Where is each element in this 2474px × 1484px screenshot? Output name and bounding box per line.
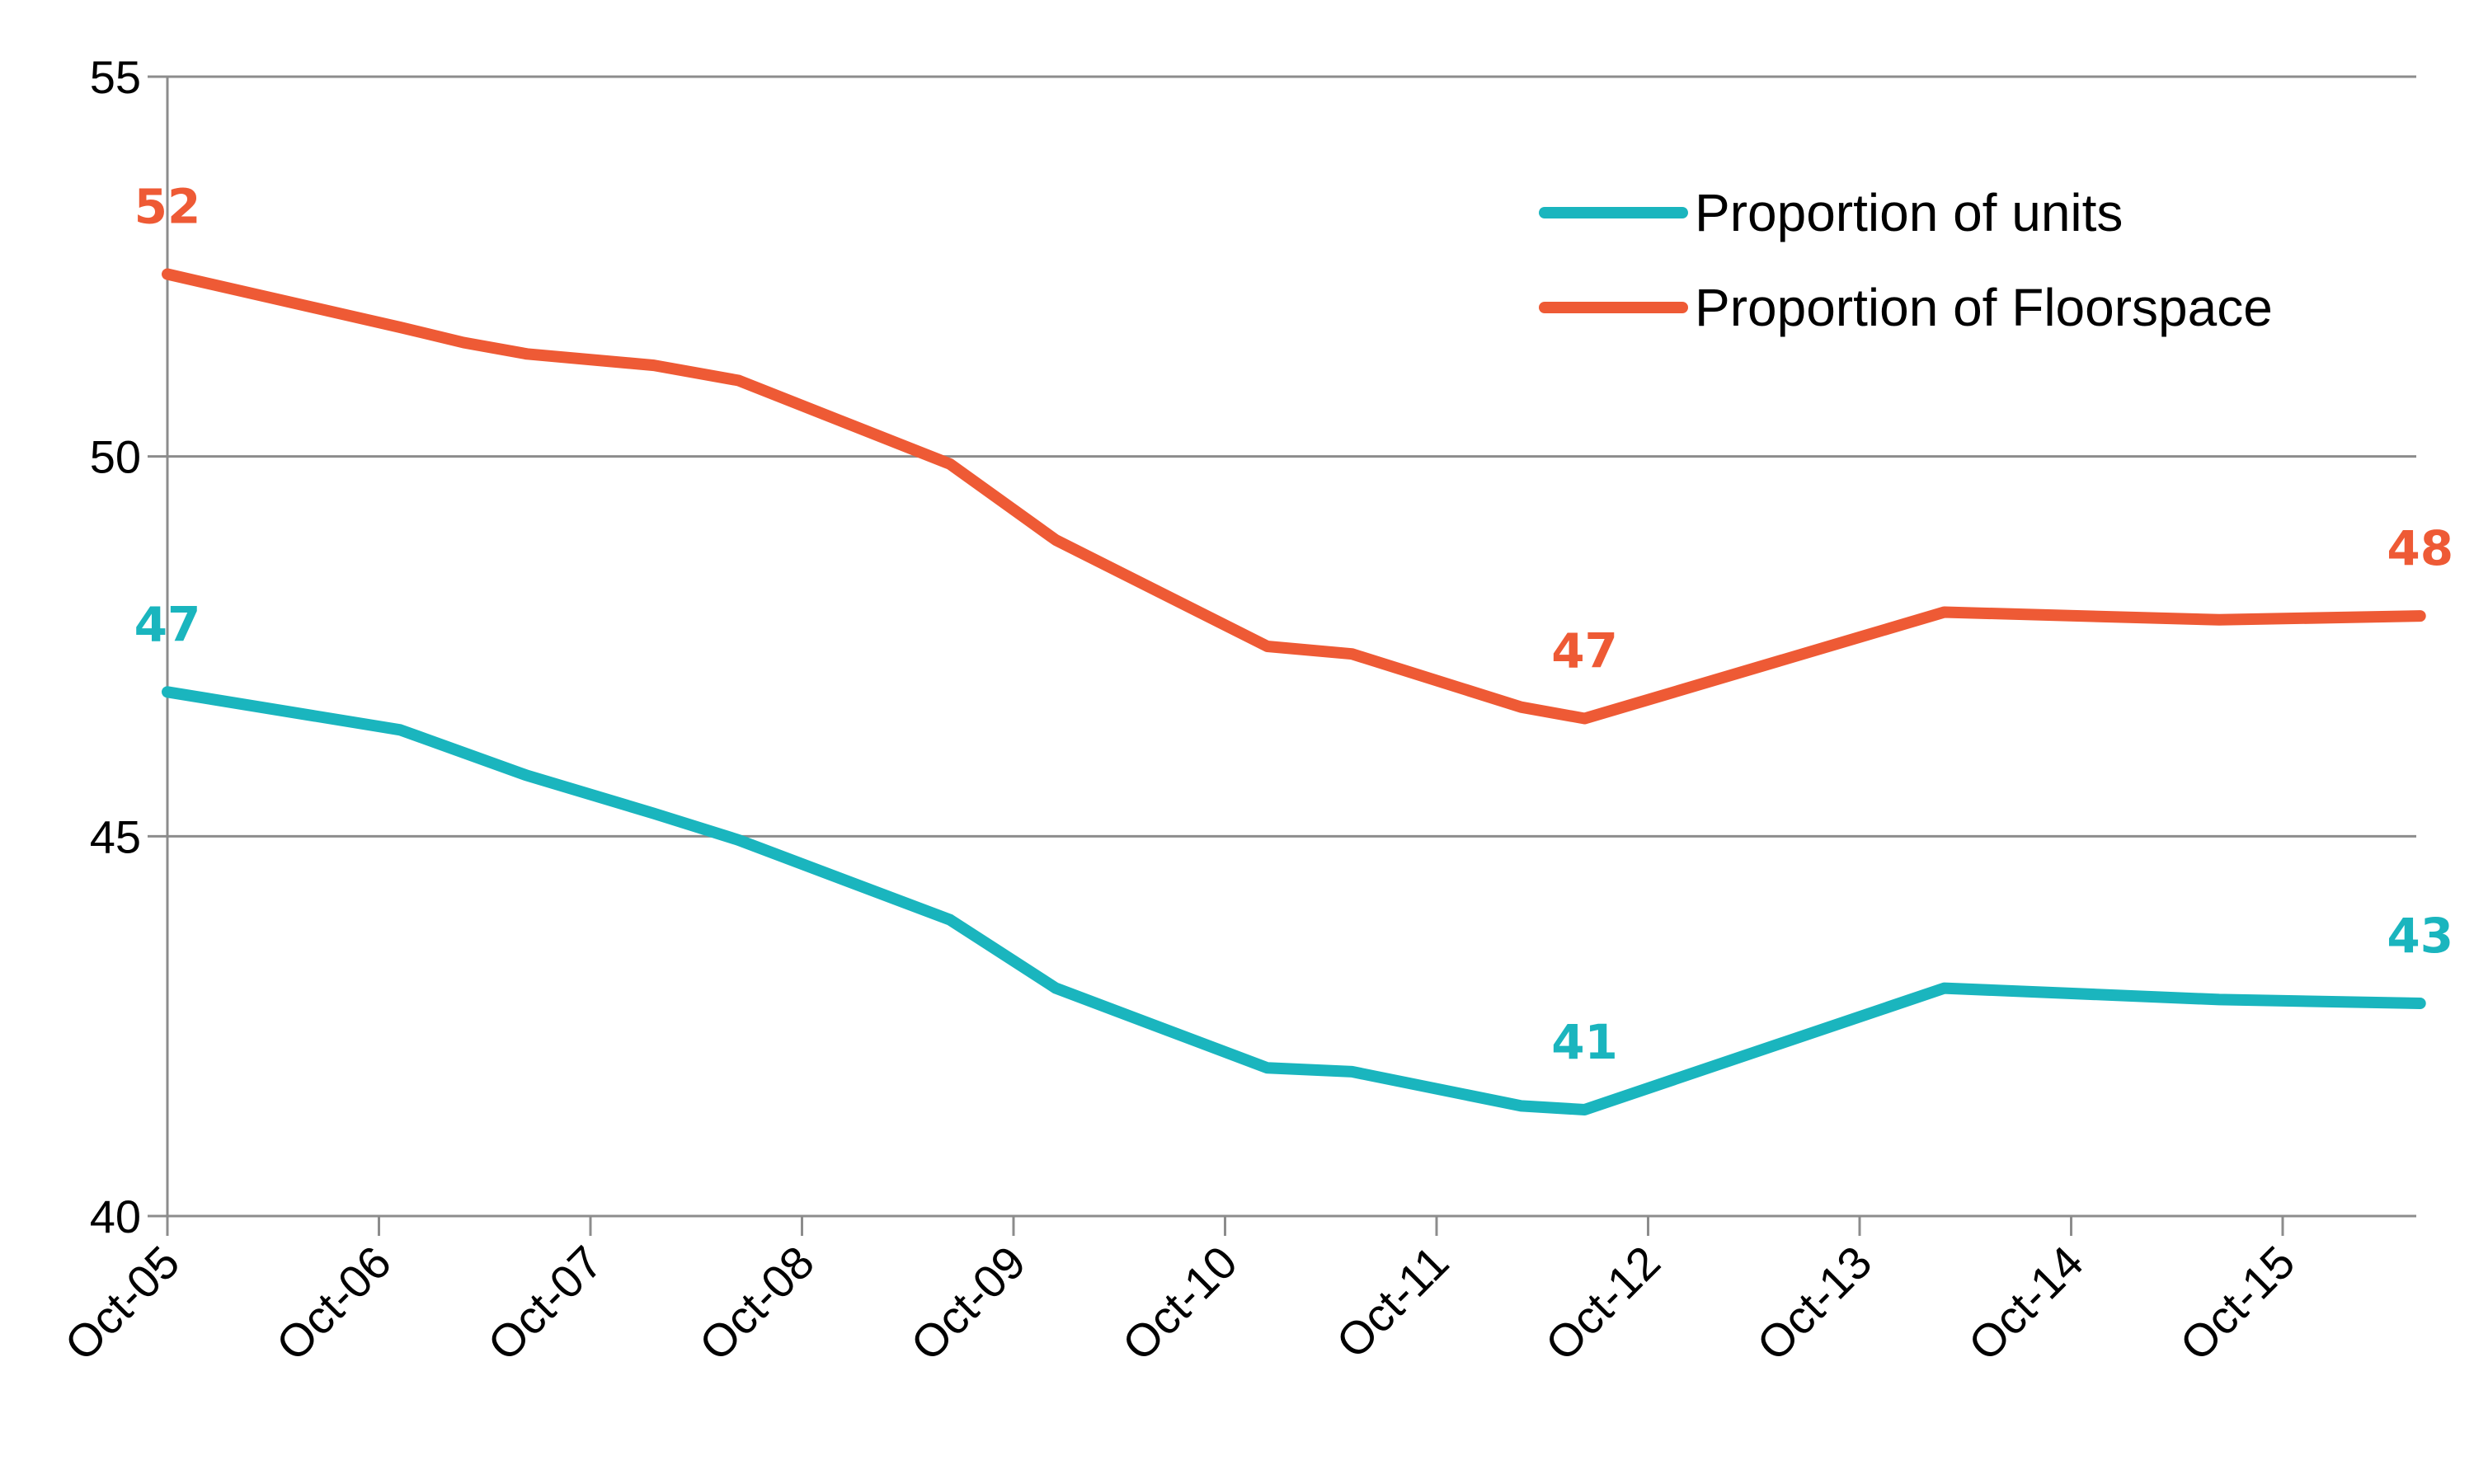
x-tick-label: Oct-10	[1112, 1236, 1247, 1370]
data-label: 47	[134, 596, 201, 652]
data-labels: 47 41 43 52 47 48	[134, 179, 2453, 1070]
data-label: 41	[1551, 1014, 1618, 1070]
series-lines	[162, 268, 2426, 1115]
series-line-0	[162, 686, 2426, 1115]
x-tick-label: Oct-12	[1536, 1236, 1670, 1370]
y-tick-label: 50	[90, 431, 141, 483]
x-tick-label: Oct-15	[2170, 1236, 2304, 1370]
data-label: 52	[134, 179, 201, 235]
series-line-1	[162, 268, 2426, 725]
data-label: 47	[1551, 623, 1618, 679]
legend: Proportion of units Proportion of Floorsp…	[1539, 183, 2273, 337]
data-label: 43	[2387, 908, 2453, 964]
x-tick-label: Oct-05	[54, 1236, 189, 1370]
x-tick-label: Oct-13	[1747, 1236, 1881, 1370]
x-tick-label: Oct-09	[901, 1236, 1035, 1370]
axes	[166, 77, 2416, 1236]
y-tick-label: 40	[90, 1190, 141, 1242]
legend-label: Proportion of units	[1695, 183, 2123, 242]
x-tick-label: Oct-11	[1326, 1236, 1458, 1368]
x-tick-label: Oct-07	[477, 1236, 612, 1370]
data-label: 48	[2387, 520, 2453, 576]
x-tick-label: Oct-08	[689, 1236, 824, 1370]
x-tick-label: Oct-06	[266, 1236, 401, 1370]
x-tick-label: Oct-14	[1959, 1236, 2093, 1370]
legend-label: Proportion of Floorspace	[1695, 278, 2273, 337]
y-tick-label: 45	[90, 810, 141, 862]
y-axis-ticks: 40 45 50 55	[90, 51, 141, 1242]
y-tick-label: 55	[90, 51, 141, 103]
x-axis-ticks: Oct-05 Oct-06 Oct-07 Oct-08 Oct-09 Oct-10 Oct-…	[54, 1216, 2304, 1370]
